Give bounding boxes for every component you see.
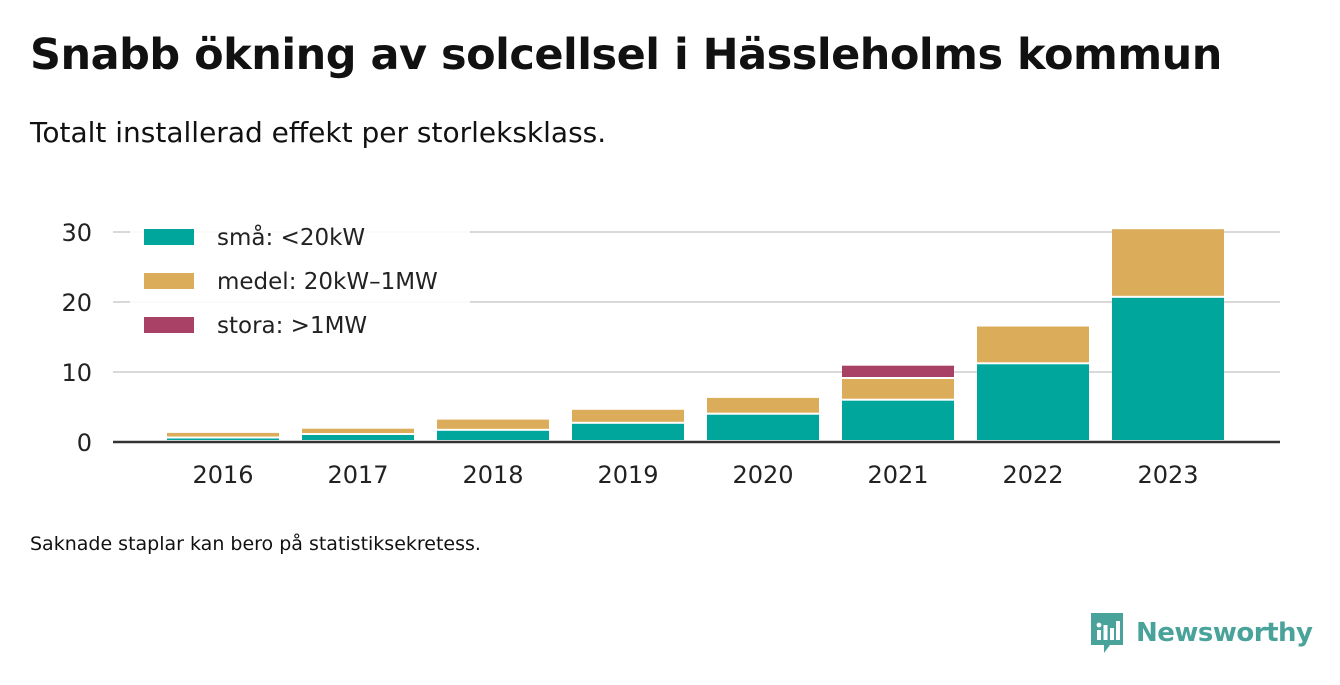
bar-segment-2016-2: [167, 432, 279, 437]
bar-segment-2021-1: [842, 400, 954, 440]
chart-subtitle: Totalt installerad effekt per storlekskl…: [30, 116, 607, 149]
legend-label: små: <20kW: [217, 223, 365, 251]
y-tick-label: 10: [61, 359, 92, 387]
bar-segment-2017-1: [302, 435, 414, 440]
y-tick-label: 30: [61, 219, 92, 247]
bar-segment-2020-2: [707, 397, 819, 413]
x-tick-label: 2021: [867, 461, 928, 489]
x-tick-label: 2023: [1137, 461, 1198, 489]
bar-segment-2018-2: [437, 419, 549, 429]
bar-segment-2022-1: [977, 364, 1089, 440]
x-tick-label: 2022: [1002, 461, 1063, 489]
bar-segment-2021-2: [842, 379, 954, 399]
bar-segment-2023-1: [1112, 297, 1224, 440]
x-tick-label: 2016: [192, 461, 253, 489]
newsworthy-brand[interactable]: Newsworthy: [1088, 611, 1313, 655]
x-tick-label: 2017: [327, 461, 388, 489]
footnote: Saknade staplar kan bero på statistiksek…: [30, 533, 481, 555]
bar-segment-2020-1: [707, 414, 819, 440]
brand-name: Newsworthy: [1136, 618, 1313, 648]
legend-swatch: [144, 317, 194, 333]
x-tick-label: 2020: [732, 461, 793, 489]
legend-swatch: [144, 273, 194, 289]
bar-segment-2023-2: [1112, 229, 1224, 296]
x-tick-label: 2018: [462, 461, 523, 489]
chart-title: Snabb ökning av solcellsel i Hässleholms…: [30, 30, 1222, 80]
legend-label: stora: >1MW: [217, 313, 367, 339]
x-tick-label: 2019: [597, 461, 658, 489]
bar-segment-2017-2: [302, 428, 414, 433]
bar-segment-2018-1: [437, 430, 549, 440]
bar-segment-2021-3: [842, 365, 954, 377]
legend-swatch: [144, 229, 194, 245]
newsworthy-logo-icon: [1091, 613, 1123, 653]
bar-segment-2016-1: [167, 438, 279, 440]
bar-segment-2019-1: [572, 423, 684, 440]
bar-segment-2019-2: [572, 409, 684, 422]
y-tick-label: 0: [77, 429, 92, 457]
y-tick-label: 20: [61, 289, 92, 317]
bar-segment-2022-2: [977, 326, 1089, 363]
legend-label: medel: 20kW–1MW: [217, 269, 438, 295]
